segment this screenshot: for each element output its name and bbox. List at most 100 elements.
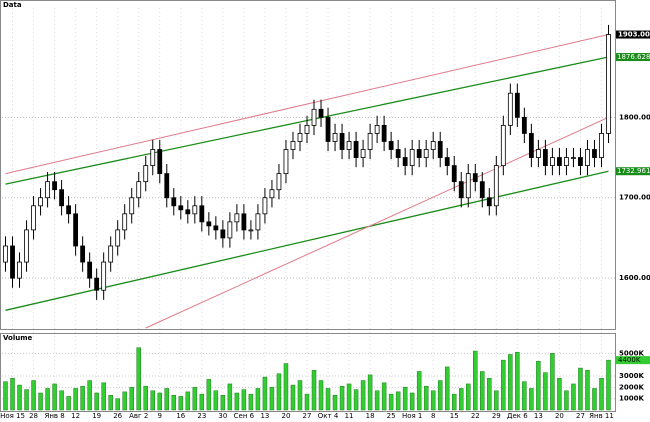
candle-body	[24, 229, 29, 263]
candle-body	[395, 149, 401, 158]
candle-body	[444, 157, 450, 166]
candle-body	[521, 116, 527, 134]
volume-bar	[262, 376, 268, 411]
candle-body	[353, 141, 359, 158]
volume-bar	[101, 382, 106, 411]
volume-bar	[304, 393, 310, 411]
x-tick-label: Дек 6	[507, 412, 528, 420]
candle-body	[472, 173, 478, 183]
candle-body	[87, 261, 93, 279]
volume-bar	[241, 389, 247, 411]
candle-body	[557, 157, 562, 166]
candle-body	[535, 149, 541, 158]
volume-bar	[94, 392, 99, 411]
candle-body	[185, 209, 191, 215]
candle-body	[94, 277, 100, 291]
candle-body	[571, 157, 576, 159]
volume-bar	[451, 393, 457, 411]
candle-body	[136, 181, 142, 199]
candle-body	[493, 165, 499, 207]
candle-body	[52, 181, 57, 191]
volume-bar	[360, 380, 366, 411]
volume-tick-label: 3000K	[619, 372, 644, 380]
price-label-box	[616, 167, 650, 176]
candle-body	[101, 261, 107, 291]
x-tick-label: Янв 8	[44, 412, 64, 420]
volume-tick-label: 2000K	[619, 383, 644, 391]
candle-body	[479, 181, 485, 199]
candle-body	[367, 133, 373, 150]
volume-bar	[459, 388, 464, 411]
volume-bar	[52, 383, 57, 411]
candle-body	[178, 205, 184, 211]
x-tick-label: 23	[197, 412, 206, 420]
volume-bar	[10, 378, 15, 411]
candle-body	[451, 165, 457, 183]
x-tick-label: 16	[176, 412, 185, 420]
candle-body	[213, 225, 219, 231]
candle-body	[346, 141, 352, 150]
volume-bar	[311, 370, 317, 411]
candle-body	[220, 229, 226, 239]
candle-body	[248, 229, 254, 232]
x-tick-label: Янв 11	[589, 412, 614, 420]
candle-body	[59, 189, 64, 207]
volume-bar	[80, 385, 85, 411]
volume-bar	[515, 351, 520, 411]
volume-bar	[423, 385, 429, 411]
candle-body	[550, 157, 555, 166]
volume-bar	[571, 383, 576, 411]
volume-bar	[318, 380, 324, 411]
x-tick-label: 8	[431, 412, 435, 420]
x-tick-label: 19	[92, 412, 101, 420]
volume-bar	[24, 389, 29, 411]
volume-bar	[543, 372, 548, 411]
volume-bar	[374, 390, 380, 411]
volume-bar	[388, 393, 394, 411]
candle-body	[458, 181, 464, 199]
volume-bar	[234, 392, 240, 411]
volume-bar	[192, 387, 198, 411]
x-tick-label: 22	[471, 412, 480, 420]
volume-bar	[564, 390, 569, 411]
candle-body	[115, 229, 121, 247]
candle-body	[290, 141, 296, 150]
candle-body	[10, 245, 15, 279]
volume-bar	[59, 390, 64, 411]
volume-bar	[136, 347, 141, 411]
volume-bar	[536, 361, 541, 411]
volume-bar	[122, 391, 127, 411]
candle-body	[606, 34, 611, 134]
volume-bar	[171, 395, 177, 411]
trendline	[5, 34, 609, 175]
candle-body	[437, 141, 443, 158]
volume-bar	[430, 390, 436, 411]
volume-bar	[3, 381, 8, 411]
volume-bar	[290, 384, 296, 411]
volume-bar	[487, 378, 492, 411]
volume-bar	[332, 395, 338, 411]
x-tick-label: 18	[366, 412, 375, 420]
volume-bar	[45, 388, 50, 411]
volume-bar	[220, 395, 226, 411]
candle-body	[241, 213, 247, 231]
price-label-box	[616, 53, 650, 62]
x-tick-label: 20	[555, 412, 564, 420]
candle-body	[311, 108, 317, 126]
volume-bar	[339, 385, 345, 411]
candle-body	[234, 213, 240, 223]
volume-bar	[346, 383, 352, 411]
volume-bar	[178, 396, 184, 411]
volume-bar	[129, 387, 134, 411]
volume-bar	[522, 381, 527, 411]
x-tick-label: 26	[113, 412, 122, 420]
y-tick-label: 1800.00	[619, 113, 650, 121]
candle-body	[164, 173, 170, 199]
volume-bar	[206, 379, 212, 411]
candle-body	[17, 261, 22, 279]
volume-bar	[38, 392, 43, 411]
volume-bar	[150, 390, 155, 411]
candle-body	[507, 92, 513, 126]
volume-bar	[606, 359, 611, 411]
